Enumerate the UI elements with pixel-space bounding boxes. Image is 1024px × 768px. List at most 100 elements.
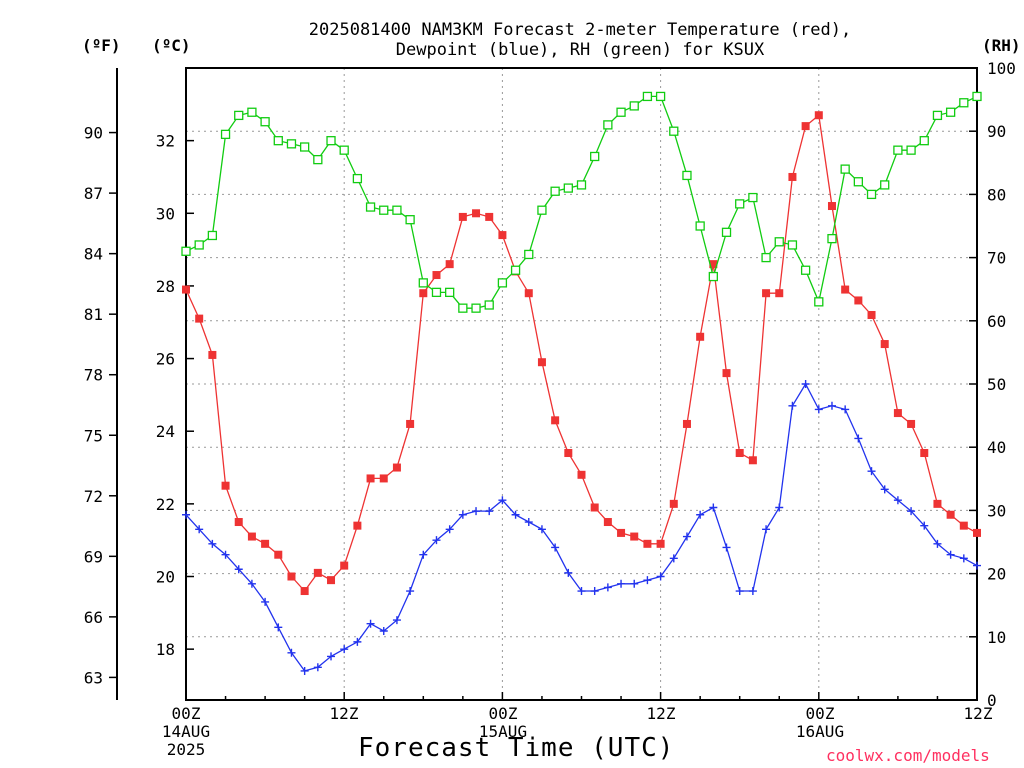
dewpoint-point [340, 645, 349, 654]
rh-point [379, 205, 389, 215]
dewpoint-point [432, 536, 441, 545]
celsius-tick-label: 20 [156, 568, 175, 587]
temperature-point [327, 576, 336, 585]
dewpoint-point [590, 587, 599, 596]
temperature-point [498, 231, 507, 240]
temperature-point [551, 416, 560, 425]
rh-tick-label: 0 [987, 691, 997, 710]
temperature-point [392, 463, 401, 472]
rh-point [866, 189, 877, 200]
rh-point [299, 142, 310, 152]
temperature-point [709, 260, 718, 269]
celsius-tick-label: 30 [156, 204, 175, 223]
temperature-point [788, 172, 797, 181]
rh-point [194, 240, 204, 250]
rh-point [590, 151, 600, 162]
rh-point [286, 139, 297, 149]
rh-point [339, 145, 349, 155]
rh-point [445, 287, 455, 298]
rh-point [616, 107, 626, 117]
x-tick-label-5: 12Z [963, 704, 993, 723]
rh-point [563, 183, 573, 193]
rh-point [959, 98, 969, 108]
temperature-point [603, 518, 612, 527]
temperature-point [973, 528, 981, 537]
temperature-point [287, 572, 296, 581]
dewpoint-point [893, 496, 902, 505]
rh-point [761, 252, 771, 263]
temperature-point [722, 369, 731, 378]
temperature-point [880, 340, 889, 349]
rh-point [247, 107, 257, 117]
temperature-point [564, 449, 573, 458]
grid-lines [186, 68, 977, 700]
temperature-point [801, 122, 810, 131]
rh-point [945, 107, 956, 117]
rh-point [972, 91, 982, 102]
temperature-point [748, 456, 757, 465]
rh-point [682, 170, 692, 181]
temperature-point [775, 289, 784, 298]
dewpoint-point [551, 543, 560, 552]
celsius-tick-label: 28 [156, 277, 175, 296]
temperature-point [313, 568, 322, 577]
rh-point [273, 136, 283, 146]
temperature-point [261, 539, 270, 548]
rh-point [405, 215, 415, 225]
temperature-point [221, 481, 230, 490]
celsius-tick-label: 18 [156, 640, 175, 659]
rh-point [431, 287, 442, 298]
rh-point [880, 180, 890, 190]
axes: 63 66 69 72 75 78 81 84 87 90 18 20 22 24 26 28 30 32 0 10 2… [84, 59, 1016, 710]
temperature-point [524, 289, 533, 298]
temperature-point [735, 449, 744, 458]
dewpoint-point [300, 666, 309, 675]
dewpoint-point [234, 565, 243, 574]
rh-point [418, 278, 428, 288]
dewpoint-point [762, 525, 771, 534]
temperature-point [472, 209, 481, 218]
rh-tick-label: 20 [987, 565, 1006, 584]
temperature-point [867, 310, 876, 319]
temperature-point [656, 539, 665, 548]
dewpoint-point [775, 503, 784, 512]
rh-tick-label: 70 [987, 249, 1006, 268]
temperature-point [458, 212, 467, 221]
temperature-point [379, 474, 388, 483]
x-tick-label-1: 12Z [329, 704, 359, 723]
credit-link[interactable]: coolwx.com/models [826, 746, 990, 765]
rh-axis-unit: (RH) [982, 36, 1021, 55]
dewpoint-point [709, 503, 718, 512]
rh-tick-label: 40 [987, 438, 1006, 457]
rh-point [392, 205, 402, 215]
dewpoint-point [827, 401, 836, 410]
temperature-point [696, 332, 705, 341]
rh-point [642, 91, 653, 102]
dewpoint-point [669, 554, 678, 563]
series-layer [181, 91, 982, 675]
x-tick-label-4: 00Z 16AUG [795, 704, 845, 741]
rh-tick-label: 100 [987, 59, 1016, 78]
dewpoint-point [511, 510, 520, 519]
rh-point [774, 237, 784, 247]
dewpoint-point [656, 572, 665, 581]
dewpoint-line [185, 382, 978, 672]
dewpoint-point [392, 616, 401, 625]
dewpoint-point [498, 496, 507, 505]
temperature-point [854, 296, 863, 305]
dewpoint-point [696, 510, 705, 519]
dewpoint-point [537, 525, 546, 534]
dewpoint-point [221, 550, 230, 559]
rh-point [906, 145, 916, 155]
temperature-point [841, 285, 850, 294]
temperature-point [946, 510, 955, 519]
rh-point [893, 145, 903, 155]
dewpoint-point [643, 576, 652, 585]
fahrenheit-tick-label: 87 [84, 184, 103, 203]
dewpoint-point [907, 507, 916, 516]
rh-point [932, 110, 943, 121]
temperature-point [920, 449, 929, 458]
dewpoint-point [485, 507, 494, 516]
temperature-point [432, 271, 441, 280]
